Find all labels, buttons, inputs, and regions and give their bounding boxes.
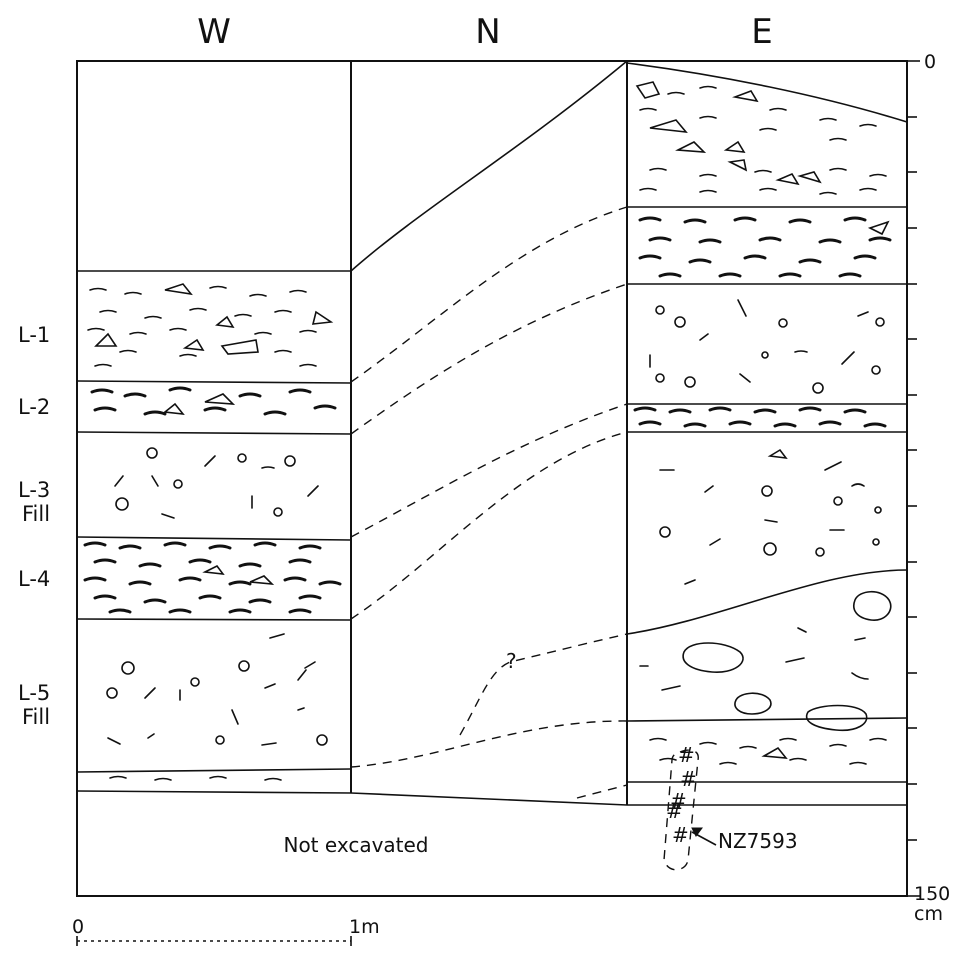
depth-label-bottom: 150 bbox=[914, 883, 950, 905]
west-layer-2-texture bbox=[90, 386, 337, 416]
depth-label-top: 0 bbox=[924, 51, 936, 73]
svg-text:#: # bbox=[672, 823, 689, 847]
wall-label-west: W bbox=[197, 12, 231, 52]
west-layer-4-texture bbox=[83, 541, 342, 614]
wall-label-east: E bbox=[751, 12, 772, 52]
layer-label-l5: L-5 bbox=[18, 681, 50, 705]
layer-label-l3: L-3 bbox=[18, 478, 50, 502]
layer-label-l5-fill: Fill bbox=[22, 705, 50, 729]
scale-label-end: 1m bbox=[349, 916, 380, 938]
east-layer-5-texture bbox=[659, 448, 882, 585]
svg-text:#: # bbox=[678, 743, 695, 767]
east-layer-2-texture bbox=[638, 216, 892, 278]
layer-label-l3-fill: Fill bbox=[22, 502, 50, 526]
east-layer-7-texture bbox=[649, 737, 887, 765]
depth-unit-label: cm bbox=[914, 903, 943, 925]
layer-label-l1: L-1 bbox=[18, 323, 50, 347]
east-layer-4-texture bbox=[633, 406, 887, 428]
west-wall-section bbox=[76, 270, 352, 794]
scale-label-start: 0 bbox=[72, 916, 84, 938]
north-wall-section bbox=[350, 60, 628, 806]
west-layer-5-texture bbox=[106, 633, 328, 781]
east-wall-section bbox=[626, 62, 908, 806]
layer-label-l4: L-4 bbox=[18, 567, 50, 591]
section-frame bbox=[76, 60, 908, 897]
radiocarbon-sample-marker: # # # # # bbox=[663, 743, 717, 871]
horizontal-scale-bar bbox=[76, 936, 352, 946]
wall-label-north: N bbox=[475, 12, 500, 52]
uncertain-boundary-mark: ? bbox=[506, 649, 517, 673]
east-layer-3-texture bbox=[649, 299, 885, 394]
sample-label: NZ7593 bbox=[718, 829, 798, 853]
svg-text:#: # bbox=[680, 767, 697, 791]
layer-label-l2: L-2 bbox=[18, 395, 50, 419]
not-excavated-label: Not excavated bbox=[283, 833, 428, 857]
svg-text:#: # bbox=[666, 799, 683, 823]
depth-scale bbox=[907, 60, 920, 897]
west-layer-3-texture bbox=[114, 447, 319, 519]
east-layer-6-texture bbox=[639, 590, 892, 732]
east-layer-1-texture bbox=[635, 81, 887, 195]
svg-text:#: # bbox=[670, 789, 687, 813]
west-layer-1-texture bbox=[87, 283, 334, 367]
